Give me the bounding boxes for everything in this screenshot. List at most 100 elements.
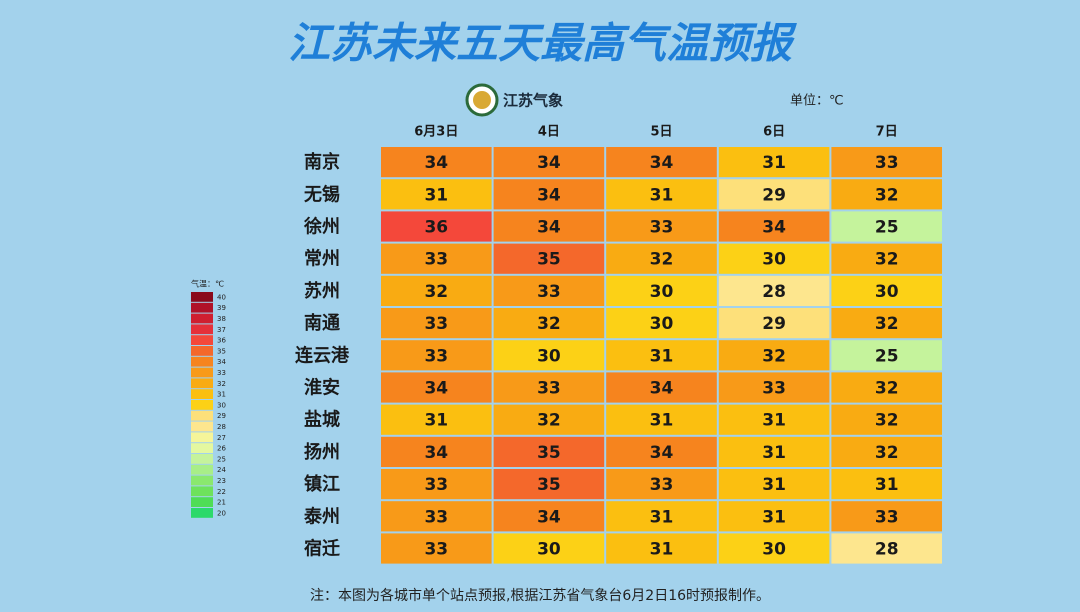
row-label: 连云港: [295, 344, 350, 366]
legend-swatch: [191, 356, 213, 367]
legend-swatch: [191, 421, 213, 432]
cell: [381, 469, 492, 500]
cell: [831, 372, 942, 403]
row-label: 常州: [304, 248, 340, 270]
legend-label: 20: [217, 509, 226, 517]
legend-swatch: [191, 486, 213, 497]
cell-label: 32: [875, 250, 899, 270]
cell: [831, 404, 942, 435]
cell-label: 30: [650, 314, 674, 334]
legend-swatch: [191, 454, 213, 464]
row-label: 南京: [304, 151, 340, 173]
cell: [606, 243, 717, 274]
cell: [718, 243, 830, 274]
legend-label: 34: [217, 358, 226, 366]
cell-label: 32: [875, 314, 899, 334]
cell-label: 34: [537, 507, 561, 527]
cell-label: 34: [650, 153, 674, 173]
cell-label: 33: [424, 314, 448, 334]
source: 江苏气象: [503, 92, 563, 110]
cell: [718, 533, 830, 564]
cell-label: 33: [424, 540, 448, 560]
cell-label: 33: [424, 475, 448, 495]
cell-label: 33: [537, 379, 561, 399]
cell-label: 33: [424, 346, 448, 366]
cell-label: 30: [762, 250, 786, 270]
cell-label: 34: [424, 443, 448, 463]
cell-label: 29: [762, 314, 786, 334]
cell-label: 28: [875, 540, 899, 560]
legend-swatch: [191, 302, 213, 313]
cell-label: 31: [762, 475, 786, 495]
cell: [381, 179, 492, 210]
cell-label: 34: [650, 379, 674, 399]
row-label: 扬州: [304, 441, 340, 463]
cell: [493, 372, 605, 403]
cell: [381, 275, 492, 306]
legend-label: 24: [217, 466, 226, 474]
legend-label: 38: [217, 315, 226, 323]
cell-label: 28: [762, 282, 786, 302]
cell: [718, 275, 830, 306]
legend-swatch: [191, 432, 213, 443]
cell: [718, 340, 830, 371]
cell-label: 34: [537, 185, 561, 205]
cell-label: 31: [650, 185, 674, 205]
cell-label: 33: [424, 507, 448, 527]
row-label: 盐城: [304, 409, 340, 431]
legend-swatch: [191, 508, 213, 518]
cell: [606, 372, 717, 403]
logo: [465, 83, 499, 117]
cell: [381, 308, 492, 339]
cell-label: 33: [424, 250, 448, 270]
cell: [606, 211, 717, 242]
cell-label: 34: [424, 379, 448, 399]
cell-label: 31: [650, 346, 674, 366]
cell: [381, 436, 492, 467]
legend-swatch: [191, 475, 213, 486]
legend-swatch: [191, 389, 213, 399]
cell: [381, 501, 492, 532]
cell: [493, 147, 605, 178]
cell-label: 30: [537, 540, 561, 560]
legend-swatch: [191, 443, 213, 453]
legend-swatch: [191, 410, 213, 421]
legend-swatch: [191, 464, 213, 475]
legend-label: 39: [217, 304, 226, 312]
cell: [381, 372, 492, 403]
legend-label: 26: [217, 445, 226, 453]
cell-label: 31: [762, 153, 786, 173]
cell-label: 31: [650, 411, 674, 431]
legend-label: 23: [217, 477, 226, 485]
cell-label: 30: [875, 282, 899, 302]
row-label: 无锡: [304, 183, 340, 205]
row-label: 徐州: [303, 216, 340, 238]
legend-label: 27: [217, 434, 226, 442]
cell: [606, 340, 717, 371]
cell: [606, 404, 717, 435]
cell-label: 29: [762, 185, 786, 205]
cell-label: 32: [875, 411, 899, 431]
column-header: 7日: [876, 125, 898, 140]
cell: [718, 179, 830, 210]
legend-swatch: [191, 346, 213, 356]
cell-label: 35: [537, 475, 561, 495]
column-header: 5日: [650, 125, 672, 140]
cell-label: 32: [650, 250, 674, 270]
cell: [493, 501, 605, 532]
cell-label: 32: [875, 443, 899, 463]
cell-label: 32: [875, 185, 899, 205]
cell: [493, 243, 605, 274]
cell: [718, 469, 830, 500]
cell-label: 36: [424, 218, 448, 238]
cell-label: 33: [650, 218, 674, 238]
cell-label: 35: [537, 250, 561, 270]
legend-label: 28: [217, 423, 226, 431]
cell-label: 33: [650, 475, 674, 495]
row-label: 南通: [304, 312, 340, 334]
column-header: 4日: [538, 125, 560, 140]
cell: [493, 404, 605, 435]
cell-label: 35: [537, 443, 561, 463]
cell: [831, 211, 942, 242]
